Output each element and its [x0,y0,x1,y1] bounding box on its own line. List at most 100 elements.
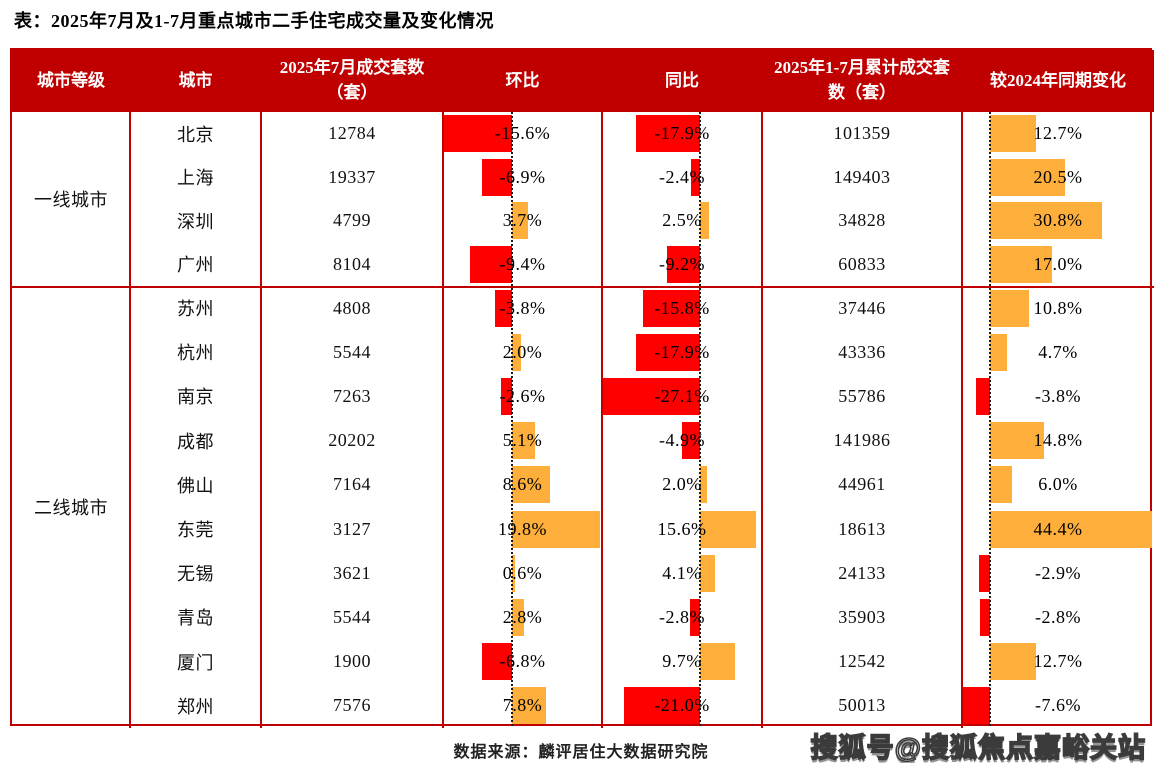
cumulative-volume-value: 55786 [838,385,886,406]
yoy-bar [624,687,700,725]
yoy-value-label: -17.9% [654,341,710,362]
july-volume-value: 3621 [333,562,371,583]
city-name: 南京 [177,387,214,408]
cumulative-volume-value: 101359 [833,123,891,144]
yoy-bar [700,466,708,504]
mom-bar [500,378,512,415]
data-table: 城市等级 城市 2025年7月成交套数（套） 环比 同比 2025年1-7月累计成交套数（… [10,48,1154,728]
chg-value-label: -3.8% [1035,385,1081,406]
city-name: 东莞 [177,520,214,541]
yoy-value-label: 15.6% [657,518,707,539]
yoy-value-label: 2.5% [662,210,702,231]
mom-zero-axis-line [511,112,513,726]
yoy-bar [700,554,715,592]
cumulative-volume-value: 35903 [838,606,886,627]
yoy-value-label: -9.2% [659,253,705,274]
city-name: 厦门 [177,652,214,673]
chg-value-label: -2.9% [1035,562,1081,583]
mom-value-label: -6.8% [499,651,546,672]
mom-bar [512,202,529,240]
july-volume-value: 8104 [333,253,371,274]
july-volume-value: 4799 [333,210,371,231]
figure-title: 表：2025年7月及1-7月重点城市二手住宅成交量及变化情况 [14,11,494,31]
mom-value-label: 8.6% [502,474,543,495]
chg-bar [979,599,990,636]
city-name: 上海 [177,168,214,189]
july-volume-value: 5544 [333,606,371,627]
mom-value-label: 2.8% [502,606,543,627]
column-border-0 [129,50,131,728]
yoy-bar [700,202,709,240]
mom-bar [470,245,512,283]
cumulative-volume-value: 34828 [838,210,886,231]
chg-value-label: 4.7% [1038,341,1078,362]
mom-bar [481,158,512,196]
chg-value-label: 6.0% [1038,474,1078,495]
july-volume-value: 4808 [333,297,371,318]
yoy-bar [689,599,700,636]
cumulative-volume-value: 149403 [833,166,891,187]
yoy-bar [691,158,700,196]
mom-value-label: 7.8% [502,695,543,716]
july-volume-value: 7263 [333,385,371,406]
tier-label-0: 一线城市 [34,190,108,210]
chg-bar [990,333,1008,371]
city-name: 苏州 [177,299,214,320]
july-volume-value: 12784 [328,123,376,144]
mom-bar [443,115,512,153]
july-volume-value: 7164 [333,474,371,495]
column-border-2 [442,50,444,728]
july-volume-value: 5544 [333,341,371,362]
yoy-bar [700,643,735,681]
mom-value-label: 19.8% [498,518,547,539]
yoy-value-label: 2.0% [662,474,702,495]
mom-bar [512,554,515,592]
mom-value-label: -9.4% [499,253,546,274]
chg-value-label: 44.4% [1033,518,1083,539]
july-volume-value: 19337 [328,166,376,187]
city-name: 无锡 [177,564,214,585]
yoy-bar [643,289,700,327]
mom-bar [512,333,521,371]
cumulative-volume-value: 44961 [838,474,886,495]
yoy-value-label: -17.9% [654,123,710,144]
chg-bar [979,554,990,592]
city-name: 郑州 [177,696,214,717]
yoy-value-label: -15.8% [654,297,710,318]
yoy-value-label: 9.7% [662,651,702,672]
cumulative-volume-value: 60833 [838,253,886,274]
cumulative-volume-value: 141986 [833,430,891,451]
column-header-tier: 城市等级 [37,70,105,90]
cumulative-volume-value: 50013 [838,695,886,716]
yoy-bar [666,245,700,283]
column-border-4 [761,50,763,728]
chg-value-label: 17.0% [1033,253,1083,274]
chg-value-label: 14.8% [1033,430,1083,451]
mom-value-label: -3.8% [499,297,546,318]
chg-value-label: -2.8% [1035,606,1081,627]
cumulative-volume-value: 12542 [838,651,886,672]
mom-value-label: 5.1% [502,430,543,451]
yoy-value-label: -27.1% [654,385,710,406]
mom-value-label: 3.7% [502,210,543,231]
chg-zero-axis-line [989,112,991,726]
column-header-yoy: 同比 [665,70,699,90]
chg-value-label: 20.5% [1033,166,1083,187]
chg-bar [990,289,1030,327]
chg-bar [962,687,990,725]
mom-bar [512,466,550,504]
table-header-band [12,50,1154,112]
column-border-1 [260,50,262,728]
mom-bar [512,599,525,636]
july-volume-value: 1900 [333,651,371,672]
city-name: 佛山 [177,475,214,496]
yoy-bar [635,333,700,371]
chg-value-label: 12.7% [1033,651,1083,672]
cumulative-volume-value: 18613 [838,518,886,539]
chg-bar [990,422,1045,460]
chg-bar [990,510,1153,548]
yoy-bar [635,115,700,153]
mom-value-label: 2.0% [502,341,543,362]
yoy-value-label: -2.8% [659,606,705,627]
